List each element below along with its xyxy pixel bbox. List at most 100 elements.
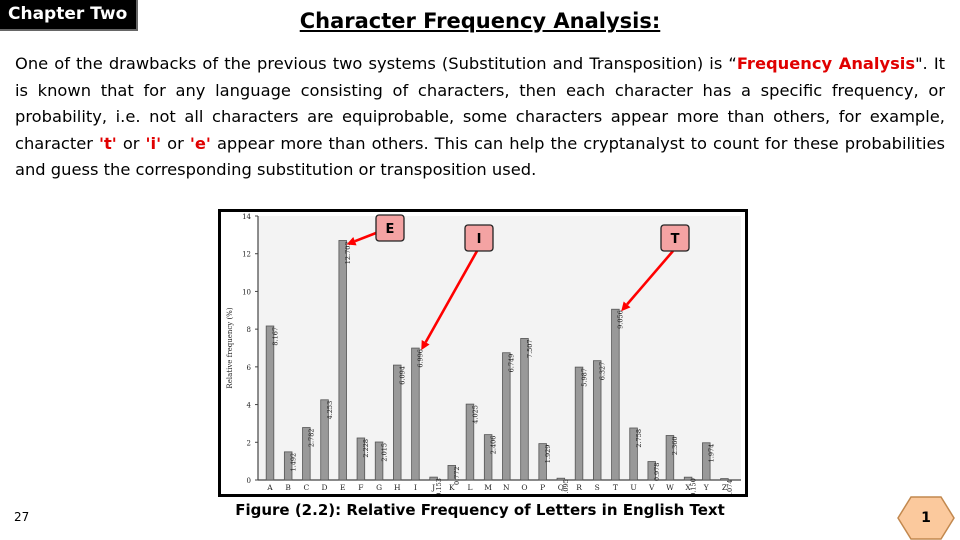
arrow-E [354, 231, 377, 243]
x-tick-label-G: G [376, 483, 382, 492]
char-t-highlight: 't' [99, 133, 117, 153]
x-tick-label-X: X [685, 483, 691, 492]
x-tick-label-K: K [449, 483, 455, 492]
value-label-Q: 0.095 [562, 479, 570, 494]
y-tick-label: 4 [247, 402, 252, 410]
value-label-P: 1.929 [544, 445, 552, 464]
value-label-H: 6.094 [399, 366, 407, 385]
value-label-V: 0.978 [653, 463, 661, 482]
frequency-bar-chart: 0 2 4 6 8 10 12 14 Relative frequency (%) 8.167 A 1… [226, 213, 741, 494]
x-tick-label-Z: Z [722, 483, 727, 492]
value-label-K: 0.772 [453, 466, 461, 485]
paragraph-part-3: appear more than others. This can help t… [15, 133, 945, 180]
char-e-highlight: 'e' [189, 133, 211, 153]
bar-H [393, 364, 402, 481]
bar-S [592, 360, 602, 481]
slide-number-badge: 1 [897, 496, 955, 540]
bar-X [683, 476, 693, 481]
x-tick-label-R: R [576, 483, 582, 492]
annotation-label-E: E [386, 222, 395, 237]
arrowhead-T [621, 301, 631, 312]
x-tick-label-T: T [613, 483, 618, 492]
x-tick-label-F: F [358, 483, 363, 492]
bar-I [411, 347, 420, 481]
bar-W [665, 435, 675, 481]
value-label-N: 6.749 [508, 354, 516, 373]
frequency-analysis-highlight: Frequency Analysis [736, 54, 916, 73]
x-tick-label-U: U [630, 483, 636, 492]
y-tick-label: 12 [242, 251, 251, 259]
arrowhead-I [421, 340, 430, 351]
annotation-box-T [660, 224, 690, 252]
value-label-I: 6.996 [417, 349, 425, 368]
x-tick-label-S: S [595, 483, 600, 492]
arrow-T [626, 250, 674, 306]
value-label-D: 4.253 [326, 401, 334, 420]
bar-N [502, 352, 511, 481]
value-label-X: 0.150 [689, 478, 697, 494]
paragraph-part-1: One of the drawbacks of the previous two… [15, 54, 737, 73]
page-number: 27 [14, 510, 30, 524]
bar-T [611, 308, 620, 481]
y-tick-label: 14 [242, 213, 251, 221]
figure-caption: Figure (2.2): Relative Frequency of Lett… [235, 501, 725, 519]
y-tick-label: 0 [247, 477, 251, 485]
value-label-T: 9.056 [617, 310, 625, 329]
x-tick-label-H: H [394, 483, 401, 492]
bar-Y [702, 442, 711, 481]
bar-Z [720, 478, 729, 481]
bar-M [483, 434, 493, 481]
bar-C [302, 427, 311, 481]
arrow-I [424, 250, 479, 343]
body-paragraph: One of the drawbacks of the previous two… [15, 51, 945, 184]
bar-D [320, 399, 329, 481]
x-tick-label-J: J [431, 483, 435, 492]
paragraph-or-1: or [116, 133, 146, 153]
bar-P [538, 443, 547, 481]
badge-shape [897, 496, 955, 540]
annotation-box-E [375, 214, 405, 242]
slide-title: Character Frequency Analysis: [299, 9, 661, 33]
value-label-U: 2.758 [635, 429, 643, 448]
x-tick-label-A: A [266, 483, 273, 492]
value-label-W: 2.360 [671, 436, 679, 455]
x-tick-label-B: B [285, 483, 291, 492]
value-label-S: 6.327 [599, 362, 607, 381]
annotation-label-T: T [671, 232, 680, 247]
x-tick-label-M: M [484, 483, 492, 492]
x-tick-label-O: O [521, 483, 527, 492]
paragraph-or-2: or [161, 133, 190, 153]
value-label-Z: 0.074 [726, 480, 734, 494]
chapter-tag: Chapter Two [0, 0, 139, 31]
y-tick-label: 6 [247, 364, 252, 372]
bar-G [374, 441, 384, 481]
y-tick-label: 8 [247, 326, 251, 334]
bar-F [356, 437, 366, 481]
x-tick-label-N: N [503, 483, 510, 492]
char-i-highlight: 'i' [145, 133, 162, 153]
bar-L [465, 403, 475, 481]
value-label-M: 2.406 [489, 436, 497, 455]
arrowhead-E [346, 237, 357, 246]
bar-O [520, 338, 529, 481]
x-tick-label-D: D [322, 483, 328, 492]
y-axis-label: Relative frequency (%) [226, 307, 234, 388]
bar-U [629, 427, 638, 481]
bar-J [429, 476, 438, 481]
value-label-O: 7.507 [526, 339, 534, 358]
slide-number: 1 [921, 510, 931, 526]
value-label-E: 12.702 [344, 241, 352, 264]
annotation-label-I: I [477, 232, 482, 247]
x-tick-label-I: I [414, 483, 417, 492]
value-label-Y: 1.974 [708, 444, 716, 463]
bar-V [647, 461, 656, 481]
x-tick-label-L: L [467, 483, 472, 492]
x-tick-label-P: P [540, 483, 545, 492]
x-tick-label-C: C [303, 483, 309, 492]
bar-E [338, 240, 347, 481]
bar-A [265, 325, 275, 481]
value-label-L: 4.025 [471, 405, 479, 424]
x-tick-label-Q: Q [558, 483, 564, 492]
value-label-J: 0.153 [435, 478, 443, 494]
y-tick-label: 10 [242, 288, 251, 296]
